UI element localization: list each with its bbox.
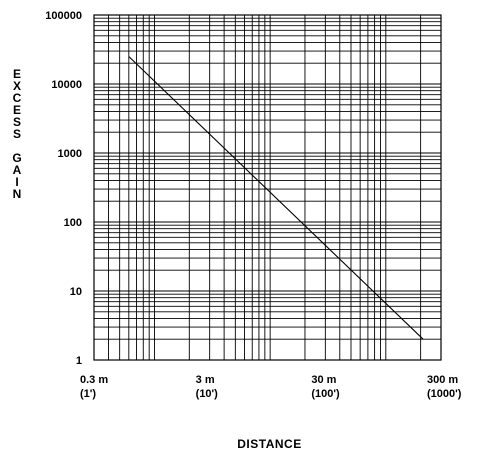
x-tick-sublabel: (100') — [311, 388, 340, 400]
y-axis-title-letter: A — [13, 163, 22, 177]
y-axis-title-letter: N — [13, 187, 22, 201]
y-axis-title-letter: E — [13, 103, 21, 117]
y-axis-title-letter: C — [13, 91, 22, 105]
series — [128, 56, 424, 340]
x-tick-label: 0.3 m — [80, 374, 108, 386]
y-tick-label: 100 — [64, 217, 82, 229]
y-axis-title-letter: I — [15, 175, 18, 189]
y-tick-labels: 1 10 100 1000 10000 100000 — [45, 10, 82, 367]
y-axis-title-letter: S — [13, 127, 21, 141]
y-tick-label: 10 — [70, 286, 82, 298]
y-axis-title-letter: S — [13, 115, 21, 129]
y-tick-label: 1000 — [58, 148, 82, 160]
y-axis-title-letter: G — [12, 151, 21, 165]
y-axis-title-letter: X — [13, 79, 21, 93]
y-tick-label: 100000 — [45, 10, 82, 22]
grid — [93, 14, 442, 361]
x-tick-sublabel: (10') — [196, 388, 219, 400]
y-tick-label: 1 — [76, 355, 82, 367]
x-tick-sublabel: (1000') — [427, 388, 462, 400]
x-tick-label: 3 m — [196, 374, 215, 386]
x-tick-labels: 0.3 m (1') 3 m (10') 30 m (100') 300 m (1000') — [80, 374, 462, 400]
y-axis-title-letter: E — [13, 67, 21, 81]
x-tick-sublabel: (1') — [80, 388, 96, 400]
x-tick-label: 30 m — [311, 374, 336, 386]
y-tick-label: 10000 — [51, 79, 82, 91]
series-line — [128, 56, 424, 340]
x-axis-title: DISTANCE — [237, 437, 301, 451]
plot-frame — [93, 14, 442, 361]
x-tick-label: 300 m — [427, 374, 458, 386]
